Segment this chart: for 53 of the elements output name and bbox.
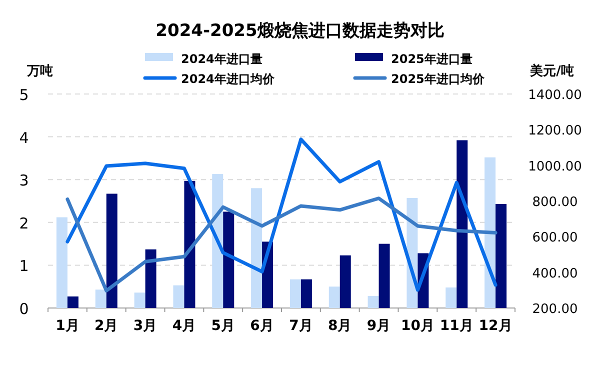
chart-title: 2024-2025煅烧焦进口数据走势对比	[156, 21, 444, 41]
legend-label: 2024年进口均价	[181, 72, 276, 86]
line-series	[66, 196, 498, 292]
legend-label: 2025年进口均价	[391, 72, 486, 86]
bar	[446, 287, 457, 308]
y2-tick-label: 1400.00	[528, 88, 582, 103]
bar	[223, 212, 234, 308]
x-tick-label: 5月	[211, 318, 235, 334]
y2-tick-label: 1200.00	[528, 124, 582, 139]
legend-label: 2024年进口量	[181, 52, 262, 66]
x-tick-label: 7月	[289, 318, 313, 334]
bar	[95, 290, 106, 308]
bar	[300, 279, 312, 308]
bar	[56, 217, 68, 308]
bar	[106, 194, 118, 308]
y-axis-title: 万吨	[26, 64, 53, 79]
x-tick-label: 6月	[250, 318, 274, 334]
bar	[456, 140, 468, 308]
y2-tick-label: 400.00	[532, 266, 578, 282]
x-tick-label: 2月	[94, 318, 118, 334]
bar	[290, 279, 301, 308]
y2-tick-label: 1000.00	[528, 159, 582, 174]
bar	[340, 255, 351, 308]
x-tick-label: 12月	[478, 318, 512, 334]
x-tick-label: 1月	[56, 318, 80, 334]
x-tick-label: 8月	[328, 318, 352, 334]
y-tick-label: 0	[19, 300, 29, 318]
y-tick-label: 5	[19, 86, 29, 104]
x-tick-label: 11月	[440, 318, 474, 334]
x-tick-label: 9月	[366, 318, 391, 334]
y2-axis-title: 美元/吨	[529, 63, 574, 79]
bar	[173, 285, 184, 308]
y-tick-label: 4	[19, 128, 29, 147]
y-tick-label: 1	[19, 257, 29, 276]
bar	[484, 157, 496, 308]
bar	[496, 204, 507, 308]
bar	[134, 292, 146, 308]
x-tick-label: 3月	[133, 318, 158, 334]
y2-tick-label: 800.00	[532, 195, 578, 210]
bar	[328, 286, 340, 308]
legend-label: 2025年进口量	[391, 52, 472, 66]
bar	[251, 188, 262, 308]
y-tick-label: 3	[19, 172, 29, 190]
y-tick-label: 2	[19, 214, 29, 232]
y2-tick-label: 600.00	[532, 230, 578, 246]
x-tick-label: 4月	[172, 318, 196, 334]
bar	[145, 249, 156, 308]
bar	[378, 244, 390, 308]
x-tick-label: 10月	[400, 318, 434, 334]
bar	[67, 296, 78, 308]
bar	[184, 180, 196, 308]
y2-tick-label: 200.00	[532, 302, 578, 317]
bar	[368, 296, 379, 308]
